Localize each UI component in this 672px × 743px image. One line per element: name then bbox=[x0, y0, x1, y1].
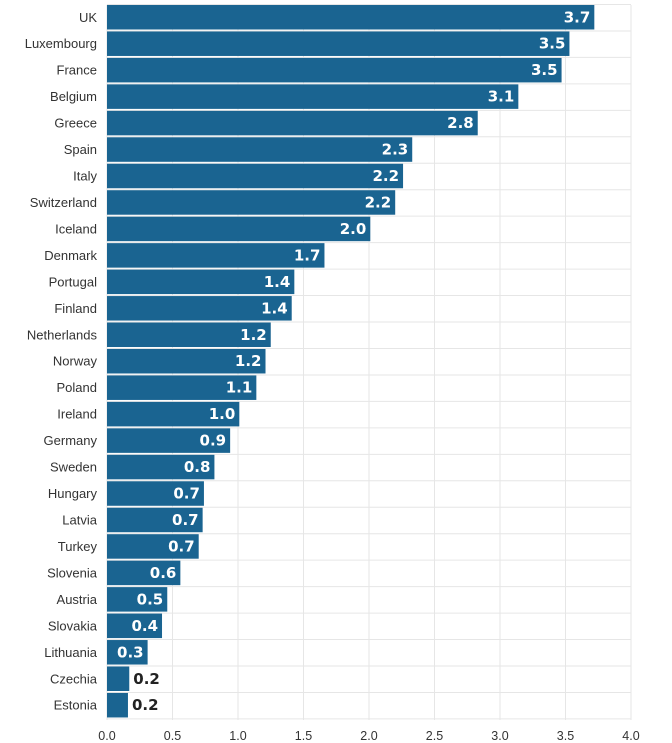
bar bbox=[107, 322, 271, 348]
value-label: 0.9 bbox=[200, 432, 227, 450]
bar bbox=[107, 110, 478, 136]
bar bbox=[107, 31, 570, 56]
x-axis-ticks: 0.0 0.5 1.0 1.5 2.0 2.5 3.0 3.5 4.0 bbox=[98, 729, 639, 743]
bar bbox=[107, 190, 396, 215]
value-label: 0.8 bbox=[184, 458, 211, 476]
bar bbox=[107, 216, 371, 242]
value-label: 1.0 bbox=[209, 405, 236, 423]
bar bbox=[107, 428, 231, 453]
value-label: 3.5 bbox=[539, 35, 566, 53]
category-label: Slovakia bbox=[48, 618, 98, 633]
bar bbox=[107, 587, 168, 612]
bar bbox=[107, 613, 163, 639]
bars bbox=[107, 5, 595, 718]
x-tick-label: 0.5 bbox=[164, 729, 181, 743]
category-label: Norway bbox=[53, 354, 98, 369]
bar bbox=[107, 5, 595, 30]
value-label: 1.7 bbox=[294, 246, 321, 264]
value-label: 0.7 bbox=[173, 485, 200, 503]
category-label: Luxembourg bbox=[25, 36, 97, 51]
bar bbox=[107, 269, 295, 295]
category-label: Lithuania bbox=[44, 645, 98, 660]
bar bbox=[107, 507, 203, 533]
category-label: Germany bbox=[44, 433, 98, 448]
value-labels: 3.73.53.53.12.82.32.22.22.01.71.41.41.21… bbox=[117, 8, 590, 714]
category-label: Austria bbox=[57, 592, 98, 607]
bar bbox=[107, 84, 519, 109]
x-tick-label: 4.0 bbox=[622, 729, 639, 743]
category-label: Turkey bbox=[58, 539, 98, 554]
x-tick-label: 3.5 bbox=[557, 729, 574, 743]
bar bbox=[107, 534, 199, 559]
value-label: 0.2 bbox=[132, 696, 159, 714]
category-label: Estonia bbox=[54, 698, 98, 713]
category-label: Iceland bbox=[55, 221, 97, 236]
value-label: 3.1 bbox=[488, 88, 515, 106]
value-label: 1.4 bbox=[264, 273, 291, 291]
category-label: France bbox=[57, 63, 97, 78]
x-tick-label: 1.5 bbox=[295, 729, 312, 743]
value-label: 2.2 bbox=[365, 193, 392, 211]
bar bbox=[107, 296, 292, 321]
value-label: 0.7 bbox=[168, 537, 195, 555]
category-label: Greece bbox=[54, 116, 97, 131]
value-label: 2.3 bbox=[382, 141, 409, 159]
category-label: Czechia bbox=[50, 671, 98, 686]
value-label: 1.2 bbox=[240, 326, 267, 344]
bar bbox=[107, 454, 215, 480]
x-tick-label: 1.0 bbox=[229, 729, 246, 743]
value-label: 1.2 bbox=[235, 352, 262, 370]
value-label: 0.6 bbox=[150, 564, 177, 582]
category-label: Slovenia bbox=[47, 565, 98, 580]
x-tick-label: 2.5 bbox=[426, 729, 443, 743]
category-label: Switzerland bbox=[30, 195, 97, 210]
bar bbox=[107, 560, 181, 586]
bar bbox=[107, 57, 562, 83]
bar bbox=[107, 481, 204, 506]
category-label: UK bbox=[79, 10, 97, 25]
value-label: 1.1 bbox=[226, 379, 253, 397]
value-label: 0.3 bbox=[117, 643, 144, 661]
value-label: 2.2 bbox=[372, 167, 399, 185]
value-label: 2.0 bbox=[340, 220, 367, 238]
category-label: Spain bbox=[64, 142, 97, 157]
bar bbox=[107, 243, 325, 268]
x-tick-label: 2.0 bbox=[360, 729, 377, 743]
category-label: Finland bbox=[54, 301, 97, 316]
bar bbox=[107, 666, 130, 691]
category-label: Portugal bbox=[49, 274, 98, 289]
x-tick-label: 3.0 bbox=[491, 729, 508, 743]
category-label: Netherlands bbox=[27, 327, 98, 342]
category-label: Latvia bbox=[62, 512, 97, 527]
x-tick-label: 0.0 bbox=[98, 729, 115, 743]
value-label: 0.4 bbox=[131, 617, 158, 635]
bar bbox=[107, 640, 148, 665]
bar bbox=[107, 137, 413, 162]
value-label: 0.7 bbox=[172, 511, 199, 529]
category-label: Ireland bbox=[57, 407, 97, 422]
category-label: Sweden bbox=[50, 460, 97, 475]
category-labels: UK Luxembourg France Belgium Greece Spain Ital… bbox=[25, 10, 98, 713]
value-label: 3.5 bbox=[531, 61, 558, 79]
category-label: Denmark bbox=[44, 248, 97, 263]
bar bbox=[107, 375, 257, 400]
value-label: 3.7 bbox=[564, 8, 591, 26]
bar bbox=[107, 401, 240, 427]
value-label: 2.8 bbox=[447, 114, 474, 132]
value-label: 0.5 bbox=[137, 590, 164, 608]
category-label: Italy bbox=[73, 169, 97, 184]
category-label: Hungary bbox=[48, 486, 98, 501]
bar bbox=[107, 163, 404, 189]
category-label: Belgium bbox=[50, 89, 97, 104]
value-label: 1.4 bbox=[261, 299, 288, 317]
category-label: Poland bbox=[57, 380, 97, 395]
bar bbox=[107, 692, 128, 718]
bar bbox=[107, 348, 266, 374]
value-label: 0.2 bbox=[133, 670, 160, 688]
